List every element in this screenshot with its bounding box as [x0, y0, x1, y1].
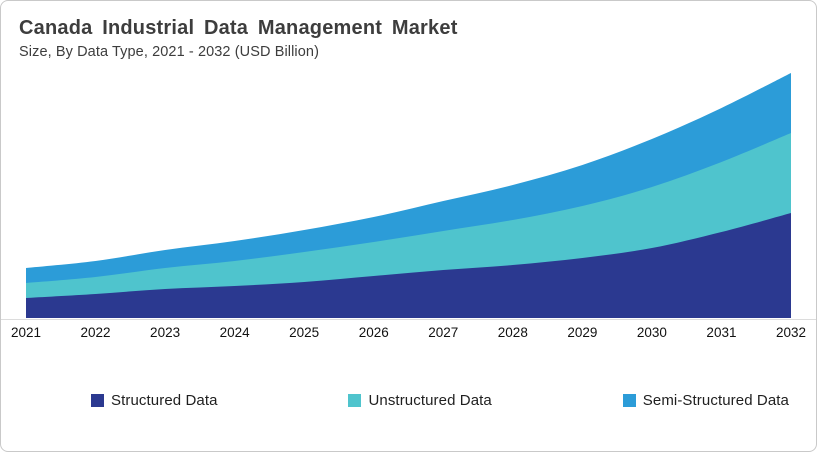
x-tick-2025: 2025: [289, 325, 320, 340]
legend-item-semi-structured-data: Semi-Structured Data: [622, 392, 789, 409]
chart-title: Canada Industrial Data Management Market: [19, 17, 458, 39]
x-axis: 2021 2022 2023 2024 2025 2026 2027 2028 2029 2030…: [1, 325, 816, 345]
legend: Structured Data Unstructured Data Semi-Str…: [91, 392, 789, 409]
x-tick-2023: 2023: [150, 325, 181, 340]
x-tick-2022: 2022: [80, 325, 111, 340]
x-tick-2030: 2030: [636, 325, 667, 340]
x-tick-2024: 2024: [219, 325, 250, 340]
x-tick-2028: 2028: [497, 325, 528, 340]
chart-subtitle: Size, By Data Type, 2021 - 2032 (USD Bil…: [19, 44, 320, 60]
x-tick-2021: 2021: [10, 325, 42, 340]
x-axis-line: [1, 319, 816, 320]
legend-swatch-icon: [91, 394, 104, 407]
x-tick-2026: 2026: [358, 325, 389, 340]
legend-label: Unstructured Data: [368, 392, 492, 409]
legend-label: Semi-Structured Data: [642, 392, 789, 409]
x-tick-2029: 2029: [567, 325, 598, 340]
legend-item-unstructured-data: Unstructured Data: [348, 392, 492, 409]
area-structured-data: [26, 213, 791, 318]
chart-header: Canada Industrial Data Management Market…: [19, 17, 458, 60]
legend-item-structured-data: Structured Data: [91, 392, 218, 409]
x-tick-2031: 2031: [706, 325, 737, 340]
x-tick-2032: 2032: [775, 325, 807, 340]
legend-swatch-icon: [622, 394, 636, 407]
legend-label: Structured Data: [111, 392, 218, 409]
legend-swatch-icon: [348, 394, 362, 407]
x-tick-2027: 2027: [428, 325, 459, 340]
